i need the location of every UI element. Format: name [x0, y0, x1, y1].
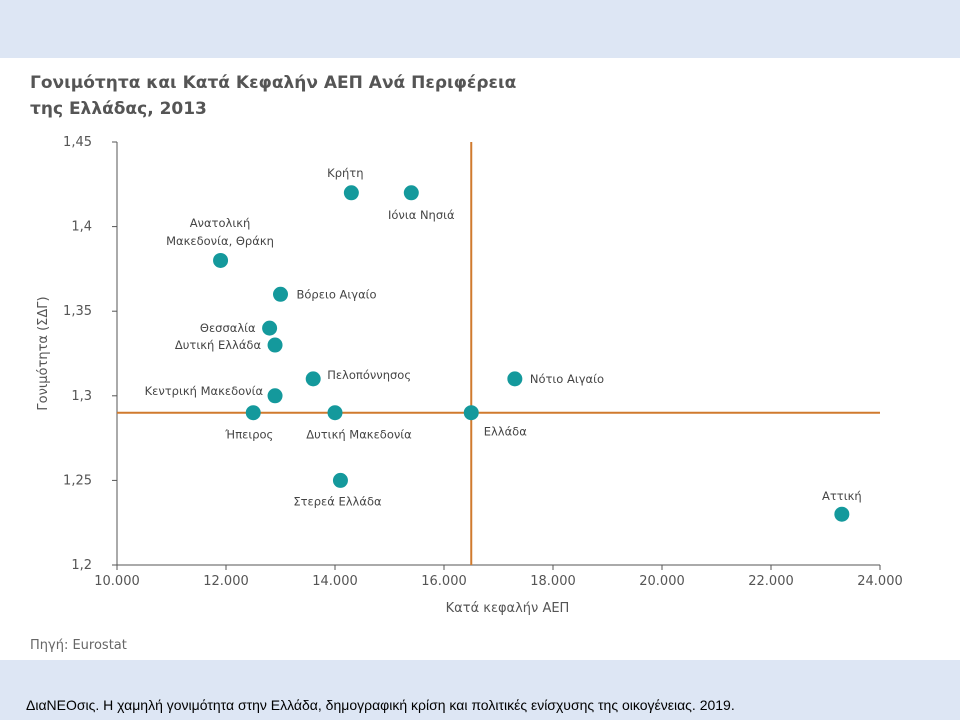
point-label: Ανατολική Μακεδονία, Θράκη — [166, 216, 274, 248]
data-point — [403, 185, 419, 201]
data-point — [463, 405, 479, 421]
data-point — [245, 405, 261, 421]
y-tick-label: 1,25 — [63, 473, 92, 488]
x-tick-label: 18.000 — [530, 574, 576, 589]
point-label-line: Ανατολική — [190, 216, 251, 230]
point-label-line: Μακεδονία, Θράκη — [166, 234, 274, 248]
x-tick-label: 10.000 — [94, 574, 140, 589]
data-point — [834, 506, 850, 522]
point-label: Ήπειρος — [224, 428, 273, 442]
point-label: Στερεά Ελλάδα — [293, 494, 382, 508]
point-label: Νότιο Αιγαίο — [530, 372, 604, 386]
y-tick-label: 1,35 — [63, 304, 92, 319]
data-point — [332, 472, 348, 488]
data-point — [343, 185, 359, 201]
x-tick-label: 16.000 — [421, 574, 467, 589]
y-tick-label: 1,4 — [71, 220, 92, 235]
point-label: Ιόνια Νησιά — [388, 208, 455, 222]
data-point — [213, 252, 229, 268]
point-label: Κρήτη — [327, 166, 363, 180]
y-axis-label: Γονιμότητα (ΣΔΓ) — [36, 296, 51, 410]
point-label: Δυτική Μακεδονία — [306, 428, 412, 442]
point-label: Αττική — [822, 489, 862, 503]
chart-panel: Γονιμότητα και Κατά Κεφαλήν ΑΕΠ Ανά Περι… — [0, 58, 960, 660]
x-axis-label: Κατά κεφαλήν ΑΕΠ — [446, 601, 570, 616]
point-label: Πελοπόννησος — [327, 368, 411, 382]
source-note: Πηγή: Eurostat — [30, 638, 127, 653]
data-point — [507, 371, 523, 387]
top-band — [0, 0, 960, 58]
x-tick-label: 12.000 — [203, 574, 249, 589]
data-point — [327, 405, 343, 421]
citation: ΔιαΝΕΟσις. Η χαμηλή γονιμότητα στην Ελλά… — [26, 697, 735, 713]
point-label: Ελλάδα — [484, 425, 527, 439]
point-label: Δυτική Ελλάδα — [175, 338, 262, 352]
x-tick-label: 24.000 — [857, 574, 903, 589]
x-tick-label: 14.000 — [312, 574, 358, 589]
y-tick-label: 1,45 — [63, 135, 92, 150]
y-tick-label: 1,3 — [71, 389, 92, 404]
point-label: Βόρειο Αιγαίο — [297, 287, 377, 301]
point-label: Θεσσαλία — [200, 321, 256, 335]
point-label: Κεντρική Μακεδονία — [145, 384, 264, 398]
data-point — [305, 371, 321, 387]
data-point — [267, 337, 283, 353]
chart-title: Γονιμότητα και Κατά Κεφαλήν ΑΕΠ Ανά Περι… — [30, 73, 517, 119]
y-tick-label: 1,2 — [71, 558, 92, 573]
data-point — [262, 320, 278, 336]
data-point — [273, 286, 288, 302]
x-tick-label: 20.000 — [639, 574, 685, 589]
data-point — [267, 388, 283, 404]
x-tick-label: 22.000 — [748, 574, 794, 589]
